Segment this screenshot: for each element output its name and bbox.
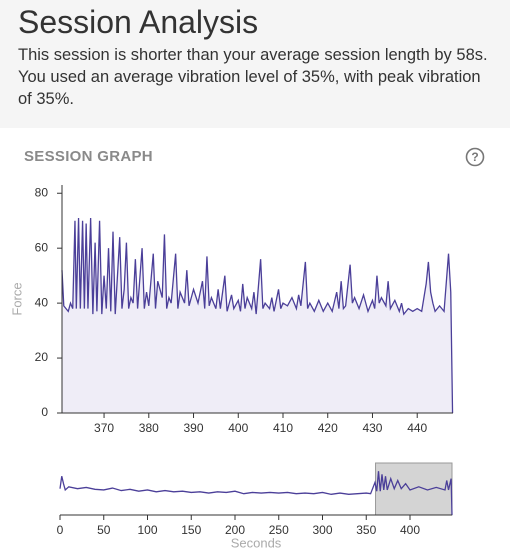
y-tick-label: 0	[41, 405, 48, 419]
y-tick-label: 60	[35, 240, 49, 254]
line	[59, 471, 453, 516]
x-tick-label: 0	[57, 523, 64, 537]
x-tick-label: 100	[137, 523, 157, 537]
x-tick-label: 420	[318, 421, 338, 435]
x-tick-label: 150	[181, 523, 201, 537]
x-tick-label: 350	[356, 523, 376, 537]
x-tick-label: 400	[228, 421, 248, 435]
x-tick-label: 410	[273, 421, 293, 435]
section-title: SESSION GRAPH	[24, 148, 153, 165]
line	[61, 217, 454, 414]
x-tick-label: 400	[400, 523, 420, 537]
x-tick-label: 430	[362, 421, 382, 435]
area	[62, 217, 453, 413]
description: This session is shorter than your averag…	[18, 46, 488, 108]
y-axis-label: Force	[9, 282, 24, 315]
x-tick-label: 380	[139, 421, 159, 435]
help-icon-text[interactable]: ?	[471, 150, 478, 164]
x-tick-label: 250	[269, 523, 289, 537]
x-tick-label: 50	[97, 523, 111, 537]
x-tick-label: 390	[184, 421, 204, 435]
x-axis-label: Seconds	[231, 535, 282, 550]
title: Session Analysis	[18, 4, 259, 40]
y-tick-label: 40	[35, 295, 49, 309]
header: Session Analysis This session is shorter…	[0, 0, 510, 128]
y-tick-label: 80	[35, 185, 49, 199]
x-tick-label: 440	[407, 421, 427, 435]
x-tick-label: 370	[94, 421, 114, 435]
help-icon[interactable]	[465, 147, 485, 167]
x-tick-label: 300	[312, 523, 332, 537]
y-tick-label: 20	[35, 350, 49, 364]
x-tick-label: 200	[225, 523, 245, 537]
